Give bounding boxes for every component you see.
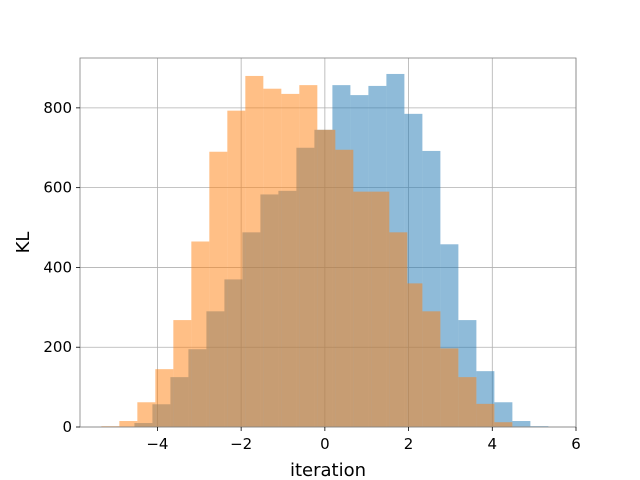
plot-frame	[79, 57, 577, 428]
x-tick-label: −4	[146, 435, 168, 453]
histogram-bar	[263, 88, 282, 427]
histogram-bar	[191, 241, 210, 427]
x-tick-label: 4	[488, 435, 498, 453]
histogram-bar	[317, 129, 336, 427]
histogram-bar	[494, 422, 513, 427]
histogram-bar	[371, 191, 390, 427]
x-tick-label: −2	[230, 435, 252, 453]
histogram-bar	[407, 283, 423, 427]
y-axis-label: KL	[13, 232, 34, 254]
x-tick-label: 0	[320, 435, 330, 453]
y-tick-label: 400	[43, 258, 72, 276]
histogram-bar	[512, 421, 531, 427]
histogram-bar	[458, 377, 477, 427]
histogram-bar	[476, 403, 495, 427]
x-axis-label: iteration	[290, 460, 366, 480]
histogram-bar	[245, 75, 264, 427]
histogram-bars	[101, 73, 549, 428]
histogram-bar	[299, 85, 318, 427]
axis-ticks: −4 −2 0 2 4 6 0 200 400 600 800	[43, 99, 580, 453]
histogram-bar	[173, 320, 192, 427]
histogram-bar	[227, 110, 246, 428]
histogram-bar	[494, 402, 513, 427]
histogram-bar	[137, 402, 156, 427]
histogram-bar	[389, 232, 408, 427]
histogram-bar	[353, 191, 372, 427]
histogram-bar	[119, 421, 138, 427]
y-tick-label: 200	[43, 338, 72, 356]
histogram-bar	[335, 149, 354, 428]
histogram-bar	[281, 93, 300, 427]
histogram-bar	[209, 151, 228, 427]
y-tick-label: 600	[43, 179, 72, 197]
histogram-bar	[155, 369, 174, 427]
x-tick-label: 2	[404, 435, 414, 453]
histogram-bar	[440, 348, 459, 427]
y-tick-label: 0	[62, 418, 72, 436]
x-tick-label: 6	[571, 435, 581, 453]
histogram-series-2	[101, 75, 531, 428]
y-tick-label: 800	[43, 99, 72, 117]
histogram-bar	[422, 311, 441, 427]
